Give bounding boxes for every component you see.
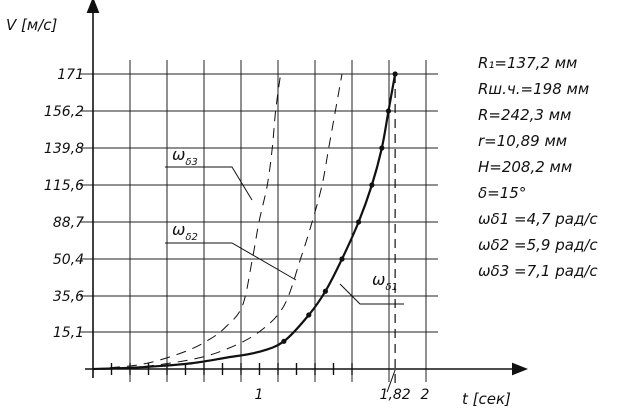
y-tick-label: 50,4 — [53, 252, 84, 268]
omega-leader-1 — [165, 166, 253, 201]
omega-label-2: ωδ2 — [172, 220, 198, 243]
omega-leader-3 — [339, 283, 404, 305]
series-markers — [281, 71, 398, 344]
data-point — [379, 145, 385, 151]
data-point — [392, 71, 398, 77]
parameter-list: R₁=137,2 мм Rш.ч.=198 мм R=242,3 мм r=10,89… — [478, 54, 598, 280]
omega-label-3: ωδ1 — [372, 270, 398, 293]
parameter-item: R₁=137,2 мм — [478, 54, 577, 72]
parameter-item: r=10,89 мм — [478, 132, 567, 150]
chart-axes — [85, 0, 528, 378]
y-tick-label: 115,6 — [44, 178, 84, 194]
series-annotations: ωδ3 ωδ2 ωδ1 — [165, 145, 404, 305]
x-tick-labels: 1 1,82 2 — [255, 74, 430, 403]
y-tick-labels: 15,1 35,6 50,4 88,7 115,6 139,8 156,2 171 — [44, 67, 84, 341]
y-tick-label: 139,8 — [44, 141, 84, 157]
series-line-2 — [92, 73, 343, 370]
y-tick-label: 15,1 — [53, 325, 84, 341]
x-tick-label: 1,82 — [380, 387, 411, 403]
parameter-item: ωδ1 =4,7 рад/с — [478, 210, 598, 228]
parameter-item: ωδ3 =7,1 рад/с — [478, 262, 598, 280]
parameter-item: ωδ2 =5,9 рад/с — [478, 236, 598, 254]
parameter-item: H=208,2 мм — [478, 158, 572, 176]
parameter-item: R=242,3 мм — [478, 106, 571, 124]
omega-leader-2 — [165, 242, 297, 281]
x-tick-label: 2 — [421, 387, 430, 403]
data-point — [385, 108, 392, 114]
data-point — [281, 338, 287, 344]
omega-label-1: ωδ3 — [172, 145, 198, 168]
y-axis-label: V [м/с] — [6, 16, 57, 34]
series-line-3 — [92, 73, 282, 370]
parameter-item: δ=15° — [478, 184, 526, 202]
y-tick-label: 156,2 — [44, 104, 84, 120]
data-point — [339, 256, 345, 262]
data-point — [356, 219, 362, 225]
x-axis-label: t [сек] — [462, 390, 511, 408]
parameter-item: Rш.ч.=198 мм — [478, 80, 589, 98]
y-tick-label: 88,7 — [53, 215, 84, 231]
data-point — [322, 288, 328, 294]
t-end-leader — [386, 369, 396, 393]
y-tick-label: 171 — [57, 67, 84, 83]
chart-grid — [80, 60, 438, 382]
data-point — [306, 312, 312, 318]
y-tick-label: 35,6 — [53, 289, 84, 305]
x-tick-label: 1 — [255, 387, 264, 403]
data-point — [369, 182, 375, 188]
